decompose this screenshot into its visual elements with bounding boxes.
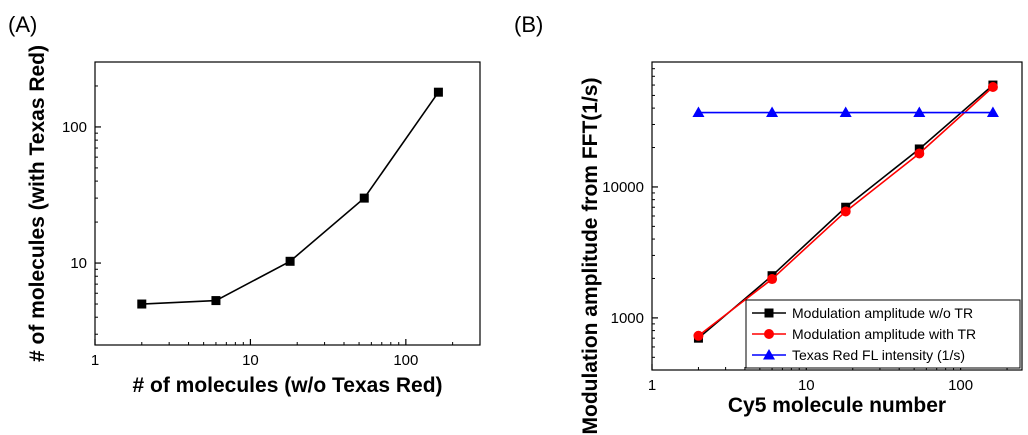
chart-b-series-2-point [987, 81, 998, 92]
chart-a-x-tick-label: 100 [393, 352, 418, 369]
chart-a-series-1-point [137, 299, 147, 309]
chart-a-series-1-point [433, 87, 443, 97]
chart-b-series-2-point [914, 148, 925, 159]
chart-b-series-3-point [692, 106, 705, 118]
chart-b-y-axis-title: Modulation amplitude from FFT(1/s) [579, 78, 602, 435]
chart-a-x-tick-label: 10 [242, 352, 259, 369]
chart-b-series-3-point [766, 106, 779, 118]
legend-entry: Texas Red FL intensity (1/s) [792, 347, 965, 363]
chart-b-series-2-point [840, 206, 851, 217]
panel-label-a: (A) [8, 12, 38, 37]
chart-a-plot-frame [94, 61, 481, 346]
chart-a-y-tick-label: 10 [70, 255, 87, 272]
chart-b-series-3-point [986, 106, 999, 118]
legend-box [745, 299, 1021, 369]
chart-b-series-3-point [913, 106, 926, 118]
chart-a-series-1-point [285, 256, 295, 266]
legend-swatch-marker [764, 308, 774, 318]
chart-a-series-1-line [141, 91, 440, 305]
chart-a-x-axis-title: # of molecules (w/o Texas Red) [132, 374, 442, 397]
chart-b-series-2-point [693, 330, 704, 341]
chart-b-x-axis-title: Cy5 molecule number [728, 394, 946, 417]
chart-a-y-axis-title: # of molecules (with Texas Red) [26, 45, 49, 362]
chart-b-y-tick-label: 10000 [602, 179, 644, 196]
chart-a-x-tick-label: 1 [91, 352, 99, 369]
chart-b-series-3-point [839, 106, 852, 118]
chart-a-series-1-point [211, 296, 221, 306]
chart-b-x-tick-label: 10 [798, 377, 815, 394]
legend-entry: Modulation amplitude w/o TR [792, 305, 973, 321]
legend-swatch-marker [764, 329, 774, 339]
chart-b-series-2-point [767, 274, 778, 285]
legend-entry: Modulation amplitude with TR [792, 326, 976, 342]
chart-b-x-tick-label: 1 [648, 377, 656, 394]
chart-b-y-tick-label: 1000 [611, 310, 644, 327]
panel-label-b: (B) [514, 12, 544, 37]
chart-b-x-tick-label: 100 [948, 377, 973, 394]
chart-a-series-1-point [359, 193, 369, 203]
chart-a-y-tick-label: 100 [62, 119, 87, 136]
legend-swatch-marker [763, 349, 775, 360]
